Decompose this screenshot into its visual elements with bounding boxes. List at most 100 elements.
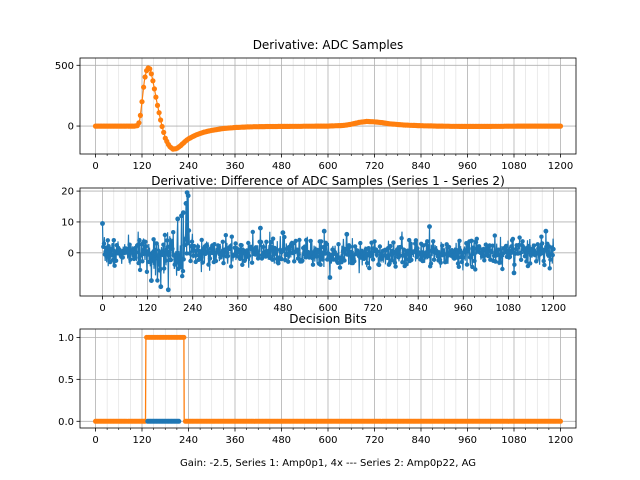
data-point — [261, 244, 266, 250]
data-point — [482, 258, 487, 263]
data-point — [510, 236, 516, 242]
x-tick-label: 1200 — [548, 435, 573, 446]
data-point — [143, 244, 149, 249]
data-point — [163, 258, 168, 263]
data-point — [144, 269, 150, 274]
data-point — [522, 254, 528, 259]
data-point — [518, 250, 523, 256]
data-point — [105, 238, 111, 243]
x-tick-label: 960 — [458, 161, 477, 172]
data-point — [485, 253, 491, 259]
data-point — [270, 236, 276, 241]
x-tick-label: 1080 — [501, 161, 526, 172]
data-point — [204, 243, 210, 248]
data-point — [140, 259, 145, 264]
data-point — [526, 243, 531, 249]
chart-2-title: Derivative: Difference of ADC Samples (S… — [151, 174, 505, 188]
data-point — [463, 249, 468, 254]
data-point — [292, 259, 297, 264]
x-tick-label: 360 — [225, 161, 244, 172]
data-point — [498, 260, 503, 265]
data-point — [225, 253, 231, 259]
data-point — [300, 258, 305, 263]
data-point — [492, 233, 497, 238]
data-point — [255, 249, 260, 255]
data-point — [302, 244, 307, 249]
x-tick-label: 1080 — [496, 303, 521, 314]
data-point — [539, 234, 544, 239]
data-point — [234, 254, 240, 259]
data-point — [141, 84, 147, 90]
x-tick-label: 0 — [99, 303, 105, 314]
data-point — [148, 71, 154, 77]
data-point — [507, 254, 513, 260]
data-point — [318, 262, 323, 267]
data-point — [324, 241, 329, 247]
data-point — [518, 257, 524, 262]
data-point — [397, 253, 403, 258]
data-point — [377, 244, 383, 249]
data-point — [513, 246, 519, 252]
y-tick-label: 20 — [61, 187, 74, 198]
spike-point — [175, 216, 181, 222]
data-point — [466, 246, 471, 251]
y-tick-label: 0.5 — [58, 375, 74, 386]
data-point — [155, 278, 160, 283]
chart-2-ticks: 0 120 240 360 480 600 720 840 960 1080 1200 0 10 20 — [61, 187, 566, 314]
data-point — [154, 241, 159, 246]
data-point — [358, 240, 363, 246]
x-tick-label: 960 — [458, 435, 477, 446]
data-point — [541, 258, 546, 264]
data-point — [473, 267, 478, 272]
data-point — [287, 247, 292, 252]
data-point — [268, 240, 274, 245]
y-tick-label: 10 — [61, 217, 74, 228]
data-point — [153, 247, 159, 253]
data-point — [469, 238, 474, 243]
data-point — [221, 260, 226, 266]
data-point — [136, 260, 141, 266]
data-point — [101, 241, 107, 246]
spike-point — [158, 284, 164, 290]
x-tick-label: 360 — [225, 435, 244, 446]
data-point — [161, 129, 167, 135]
x-tick-label: 720 — [365, 161, 384, 172]
data-point — [342, 258, 347, 263]
series-1-points — [92, 65, 564, 152]
data-point — [223, 233, 228, 238]
data-point — [332, 249, 337, 255]
data-point — [165, 238, 170, 243]
data-point — [264, 239, 269, 244]
data-point — [237, 250, 242, 255]
data-point — [372, 239, 377, 244]
data-point — [222, 247, 228, 252]
data-point — [550, 252, 555, 258]
data-point — [134, 250, 139, 255]
data-point — [335, 260, 340, 265]
x-tick-label: 720 — [364, 303, 383, 314]
data-point — [216, 244, 222, 250]
data-point — [181, 334, 187, 340]
data-point — [170, 246, 175, 251]
data-point — [415, 246, 420, 251]
data-point — [233, 241, 238, 246]
data-point — [531, 243, 537, 248]
data-point — [113, 258, 119, 263]
data-point — [347, 244, 352, 249]
data-point — [352, 259, 357, 264]
data-point — [483, 242, 488, 247]
chart-1-plot — [92, 65, 564, 152]
data-point — [107, 259, 113, 265]
spike-point — [327, 275, 333, 280]
figure-xlabel: Gain: -2.5, Series 1: Amp0p1, 4x --- Ser… — [180, 458, 476, 469]
data-point — [159, 123, 165, 130]
data-point — [524, 259, 529, 264]
data-point — [500, 266, 505, 272]
y-tick-label: 500 — [55, 61, 74, 72]
spike-point — [165, 287, 171, 293]
data-point — [464, 262, 470, 267]
data-point — [297, 237, 302, 243]
data-point — [304, 237, 309, 243]
data-point — [206, 262, 211, 267]
data-point — [407, 237, 412, 243]
